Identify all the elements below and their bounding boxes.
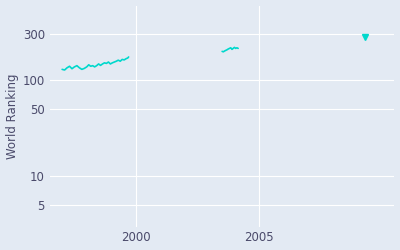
- Y-axis label: World Ranking: World Ranking: [6, 73, 18, 159]
